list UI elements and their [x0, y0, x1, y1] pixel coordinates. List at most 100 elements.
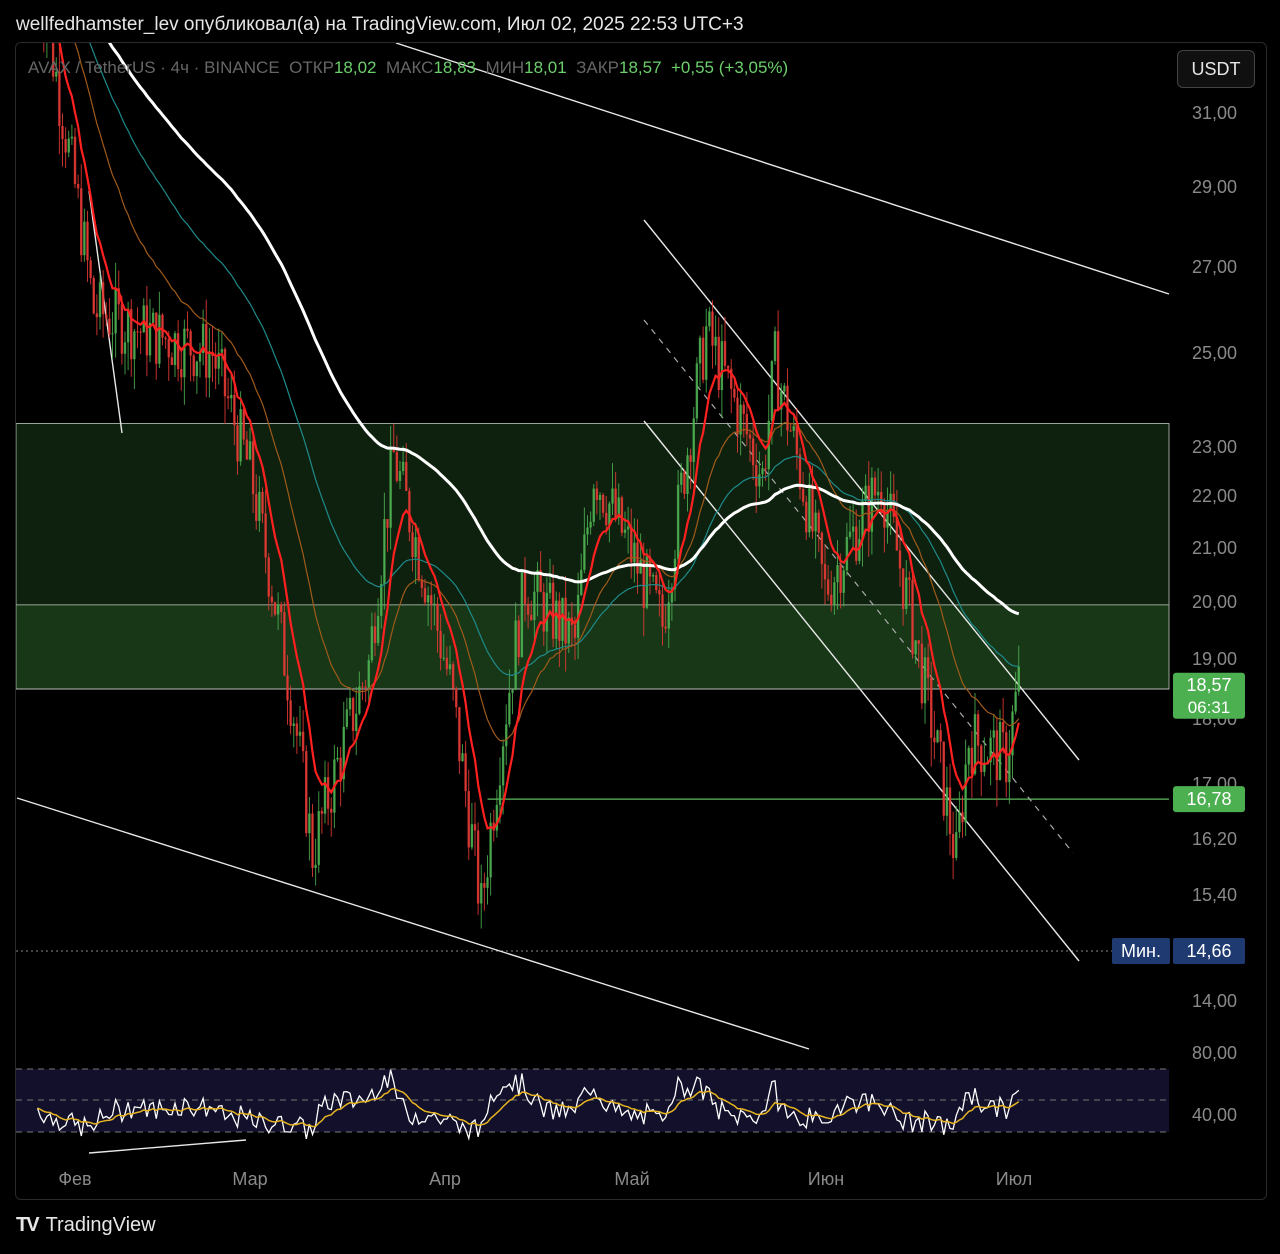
candle-body [339, 757, 342, 780]
y-tick-label: 15,40 [1192, 885, 1237, 905]
y-tick-label: 22,00 [1192, 486, 1237, 506]
candle-body [845, 536, 849, 571]
candle-body [420, 579, 424, 589]
trendline-0 [395, 43, 1170, 295]
candle-body [158, 314, 161, 364]
candle-body [951, 834, 955, 859]
candle-body [264, 513, 267, 558]
x-tick-label: Май [614, 1169, 649, 1189]
candle-body [980, 745, 983, 773]
candle-body [161, 314, 164, 338]
candle-body [348, 697, 352, 710]
candle-body [726, 365, 730, 369]
x-tick-label: Июл [996, 1169, 1033, 1189]
candle-body [695, 363, 699, 419]
candle-body [314, 864, 317, 869]
candle-body [595, 488, 599, 501]
candle-body [67, 138, 70, 153]
candle-body [958, 812, 961, 833]
candle-body [70, 136, 74, 139]
x-tick-label: Мар [232, 1169, 267, 1189]
candle-body [242, 409, 245, 440]
candle-body [651, 575, 655, 577]
candle-body [51, 43, 55, 77]
candle-body [583, 534, 586, 570]
candle-body [489, 822, 492, 878]
candle-body [445, 657, 449, 670]
candle-body [1017, 666, 1020, 692]
candle-body [55, 71, 58, 77]
candle-body [148, 322, 152, 356]
candle-body [430, 595, 433, 605]
candle-body [295, 723, 299, 736]
candle-body [80, 188, 83, 256]
candle-body [192, 355, 195, 377]
candle-body [83, 221, 86, 256]
candle-body [423, 588, 427, 603]
candle-body [520, 572, 524, 658]
candle-body [942, 741, 945, 816]
osc-tick-label: 80,00 [1192, 1043, 1237, 1063]
candle-body [286, 675, 289, 701]
candle-body [498, 785, 502, 805]
candle-body [608, 503, 611, 526]
candle-body [667, 602, 670, 629]
candle-body [461, 753, 464, 762]
candle-body [367, 660, 370, 688]
candle-body [948, 787, 952, 835]
chart-frame[interactable]: 31,00 29,00 27,00 25,00 23,00 22,00 21,00 20,00… [15, 42, 1267, 1200]
candle-body [526, 603, 530, 615]
y-tick-label: 29,00 [1192, 177, 1237, 197]
candle-body [111, 333, 114, 335]
price-label-current [1173, 672, 1245, 719]
candle-body [955, 832, 958, 859]
candle-body [292, 723, 295, 726]
candle-body [120, 304, 124, 354]
price-chart[interactable]: 31,00 29,00 27,00 25,00 23,00 22,00 21,00 20,00… [16, 43, 1266, 1199]
candle-body [545, 592, 549, 632]
candle-body [455, 688, 458, 708]
legend-open: 18,02 [333, 58, 377, 77]
candle-body [689, 455, 692, 462]
candle-body [664, 626, 667, 629]
y-tick-label: 19,00 [1192, 649, 1237, 669]
candle-body [1005, 732, 1008, 783]
candle-body [530, 614, 533, 621]
currency-button[interactable]: USDT [1177, 50, 1255, 88]
candle-body [261, 491, 264, 514]
candle-body [189, 331, 192, 356]
candle-body [864, 485, 867, 501]
candle-body [351, 697, 355, 731]
price-label-min-prefix-box [1112, 938, 1170, 964]
candle-body [392, 448, 395, 453]
tradingview-logo-icon: TV [16, 1214, 40, 1236]
candle-body [961, 812, 964, 823]
price-label-current-sub: 06:31 [1188, 698, 1231, 717]
candle-body [136, 331, 139, 333]
candle-body [426, 595, 430, 603]
candle-body [820, 532, 824, 565]
candle-body [126, 309, 130, 343]
candle-body [458, 707, 461, 762]
candle-body [167, 339, 170, 358]
symbol-legend: AVAX / TetherUS · 4ч · BINANCE ОТКР18,02… [28, 58, 788, 78]
candle-body [233, 394, 236, 426]
candle-body [748, 434, 752, 439]
candle-body [967, 747, 970, 765]
candle-body [220, 349, 224, 353]
candle-body [151, 312, 155, 323]
candle-body [198, 353, 202, 362]
candle-body [633, 542, 636, 563]
candle-body [145, 305, 149, 356]
candle-body [336, 757, 339, 760]
trendline-3 [643, 420, 1080, 962]
candle-body [533, 591, 536, 621]
candle-body [283, 612, 286, 676]
candle-body [683, 472, 686, 495]
candle-body [480, 883, 483, 904]
candle-body [923, 657, 927, 704]
publish-header: wellfedhamster_lev опубликовал(а) на Tra… [16, 14, 744, 35]
candle-body [64, 139, 67, 153]
candle-body [839, 565, 842, 593]
candle-body [620, 497, 624, 533]
